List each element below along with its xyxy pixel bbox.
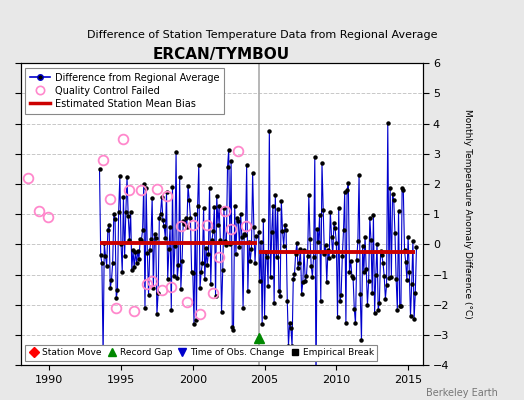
Text: Berkeley Earth: Berkeley Earth xyxy=(426,388,498,398)
Y-axis label: Monthly Temperature Anomaly Difference (°C): Monthly Temperature Anomaly Difference (… xyxy=(463,109,472,319)
Title: ERCAN/TYMBOU: ERCAN/TYMBOU xyxy=(153,47,290,62)
Text: Difference of Station Temperature Data from Regional Average: Difference of Station Temperature Data f… xyxy=(87,30,437,40)
Legend: Station Move, Record Gap, Time of Obs. Change, Empirical Break: Station Move, Record Gap, Time of Obs. C… xyxy=(25,344,377,361)
